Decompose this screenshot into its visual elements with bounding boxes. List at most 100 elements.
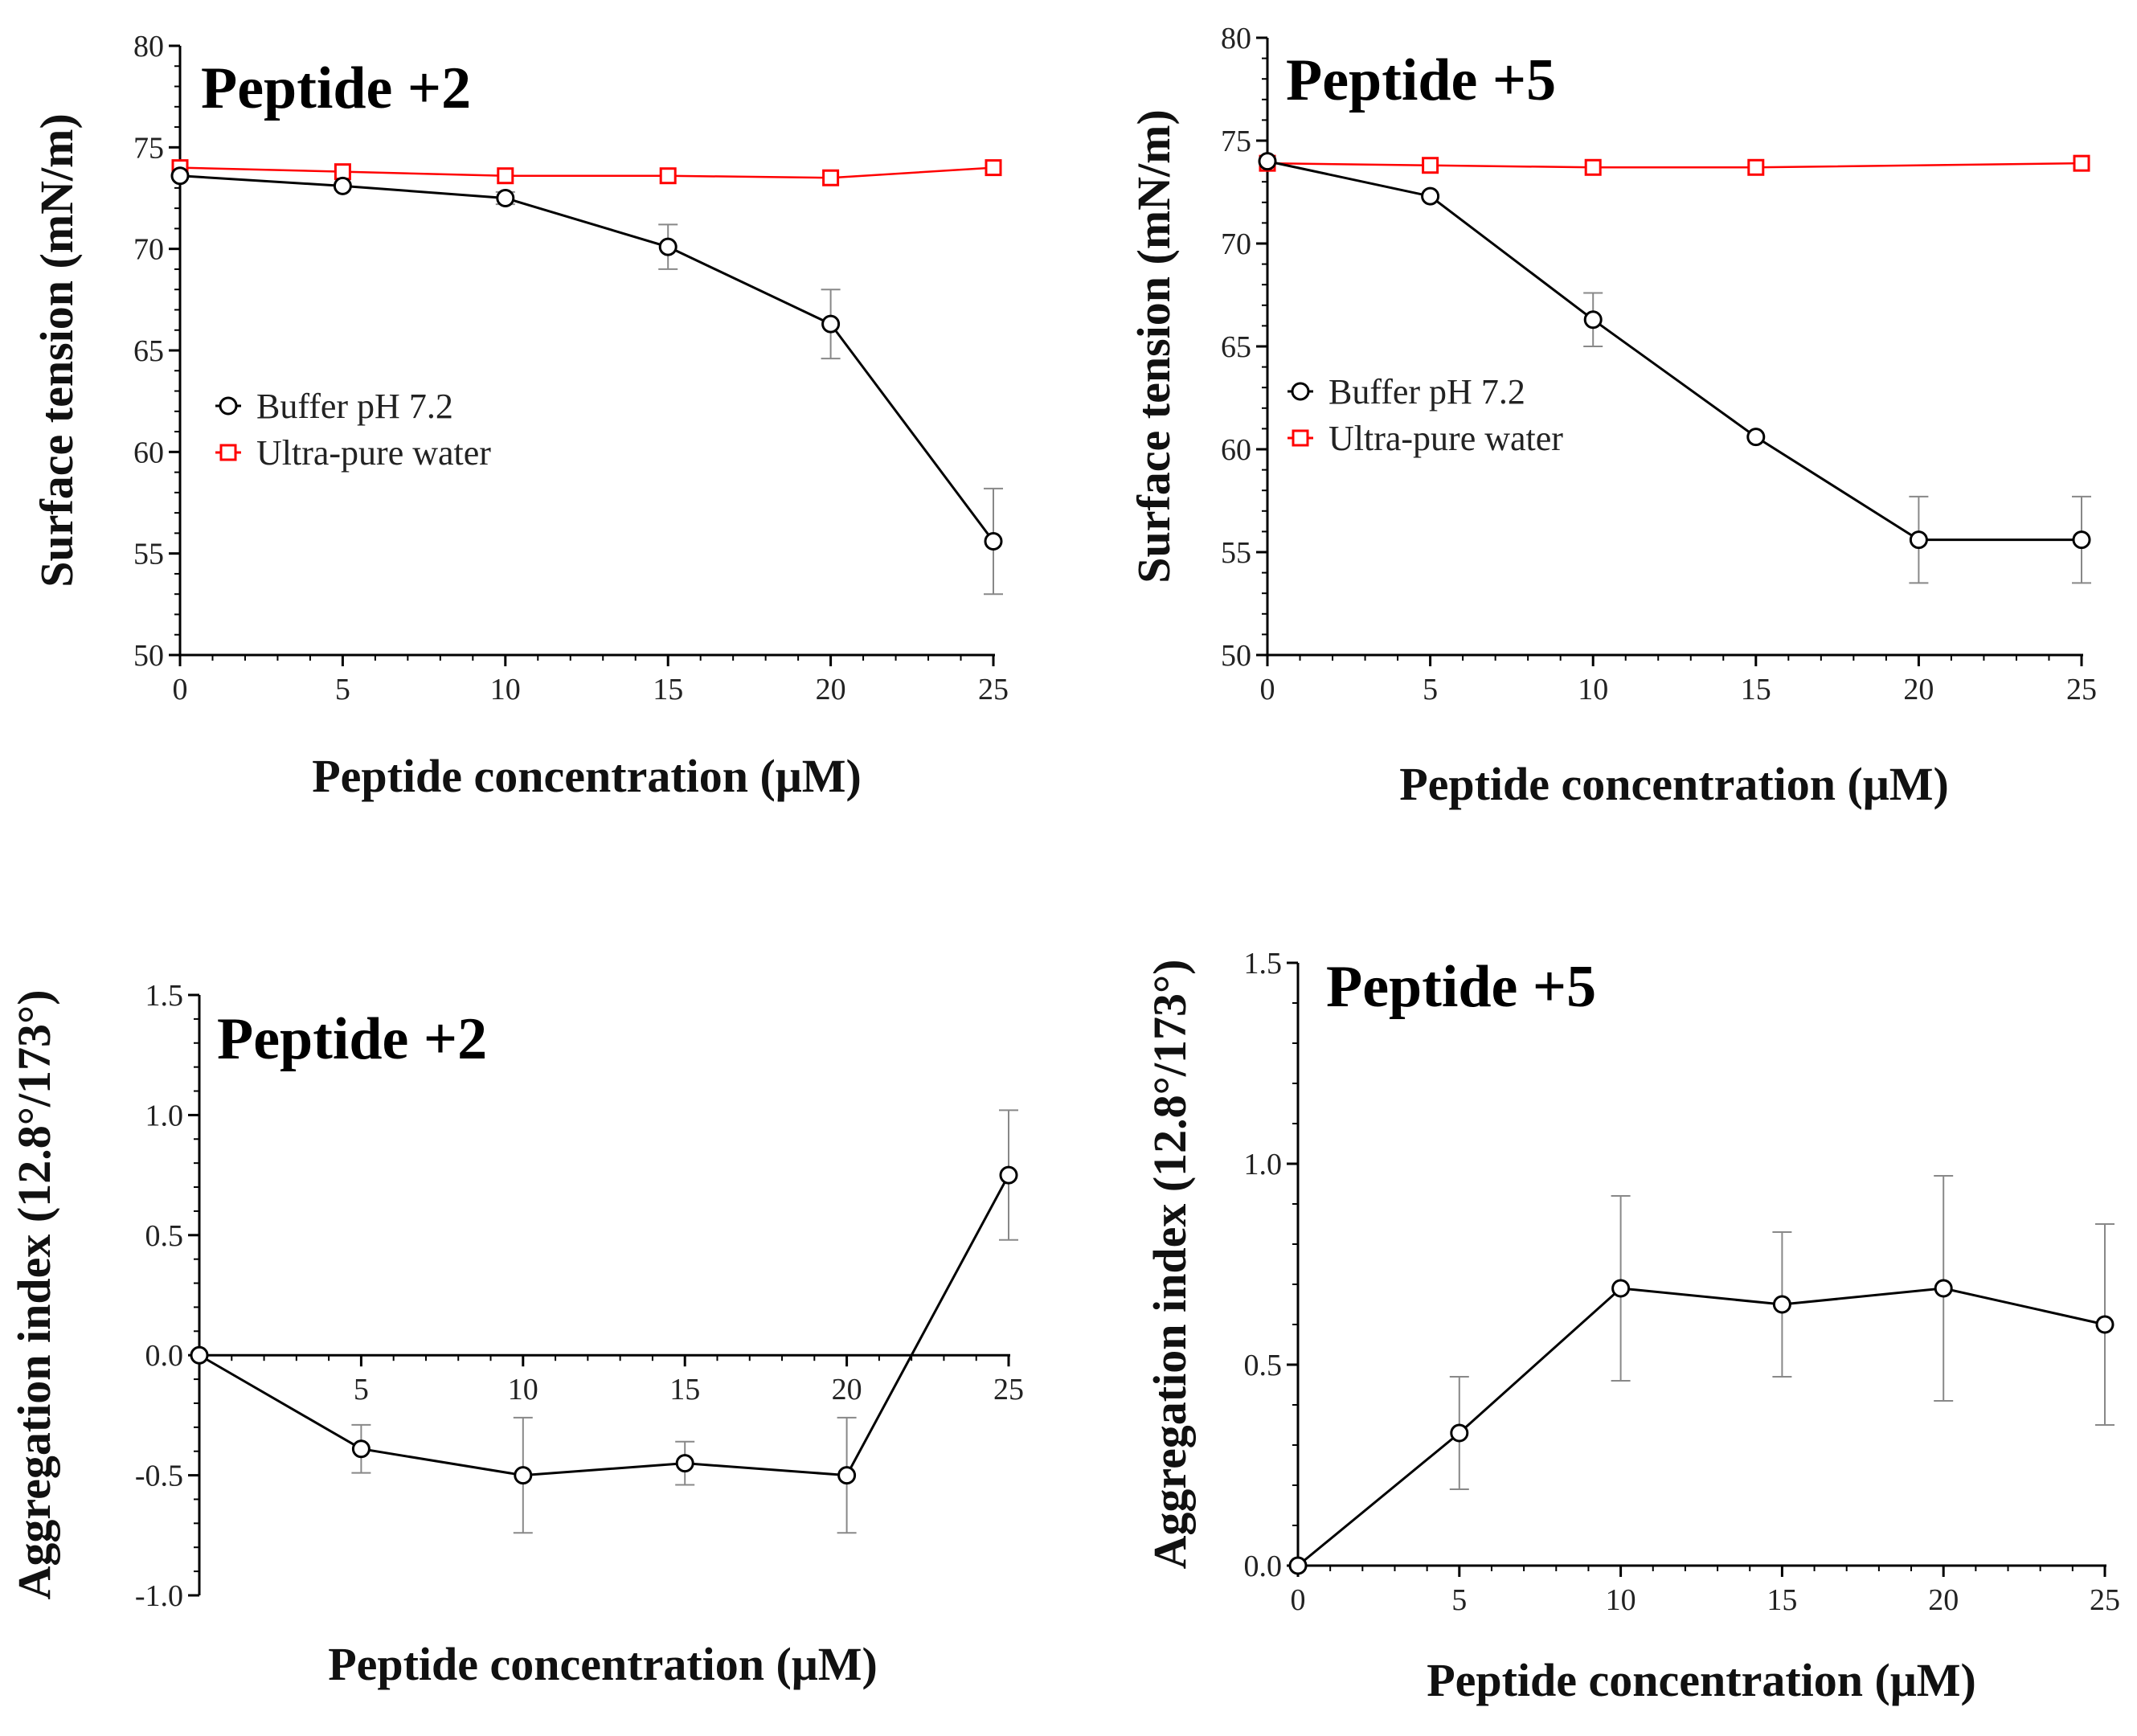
series-aggregation-index [1288, 1175, 2114, 1575]
y-tick-label: 75 [133, 131, 164, 165]
x-tick-label: 0 [1260, 673, 1275, 706]
data-point [333, 176, 352, 195]
data-point [1611, 1279, 1631, 1298]
data-point [1747, 158, 1765, 176]
x-axis-title: Peptide concentration (μM) [1399, 758, 1949, 810]
series-line [179, 166, 994, 179]
y-tick-label: 1.5 [145, 979, 184, 1013]
data-point [2072, 530, 2091, 550]
data-point [821, 314, 841, 334]
y-tick-label: 0.0 [1244, 1550, 1283, 1583]
x-tick-label: 5 [354, 1373, 369, 1406]
legend-marker [219, 444, 237, 461]
legend-marker [219, 396, 238, 416]
x-axis-title: Peptide concentration (μM) [1427, 1654, 1976, 1706]
series-line [1267, 160, 2082, 542]
y-tick-label: 70 [1221, 227, 1251, 261]
y-tick-label: 1.0 [1244, 1148, 1283, 1181]
data-point [658, 237, 678, 256]
data-point [1258, 152, 1277, 171]
data-point [1450, 1423, 1469, 1443]
x-tick-label: 25 [2066, 673, 2097, 706]
y-tick-label: 1.5 [1244, 947, 1283, 981]
y-tick-label: 70 [133, 233, 164, 267]
x-tick-label: 20 [832, 1373, 862, 1406]
x-axis-title: Peptide concentration (μM) [328, 1638, 878, 1690]
series-ultra-pure-water [1259, 154, 2090, 176]
data-point [837, 1466, 857, 1485]
series-line [1297, 1287, 2106, 1567]
chart-panel-4: 0.0 0.5 1.0 1.5 0 5 10 15 20 25 Aggregation index … [1144, 947, 2120, 1706]
chart-panel-3: -1.0 -0.5 0.0 0.5 1.0 1.5 5 10 15 20 25 Aggregation… [8, 979, 1024, 1690]
x-tick-label: 20 [1903, 673, 1934, 706]
y-tick-label: -0.5 [135, 1460, 183, 1493]
x-tick-label: 25 [2090, 1583, 2120, 1617]
x-tick-label: 15 [1741, 673, 1771, 706]
data-point [190, 1345, 209, 1365]
data-point [659, 167, 677, 185]
series-line [199, 1174, 1010, 1477]
data-point [999, 1165, 1018, 1185]
data-point [1746, 428, 1766, 447]
data-point [1421, 186, 1440, 206]
data-point [822, 169, 840, 186]
legend-marker [1292, 429, 1309, 447]
x-tick-label: 5 [1451, 1583, 1467, 1617]
chart-panel-2: 50 55 60 65 70 75 80 0 5 10 15 20 25 Surface tension … [1128, 22, 2097, 810]
data-point [496, 189, 515, 207]
data-point [1583, 310, 1603, 330]
y-tick-label: 80 [1221, 22, 1251, 55]
series-buffer-ph-7-2 [1258, 152, 2091, 584]
y-tick-label: 0.0 [145, 1339, 184, 1373]
legend-marker [1291, 382, 1310, 401]
chart-panel-1: 50 55 60 65 70 75 80 0 5 10 15 20 25 Surface tension … [31, 30, 1009, 802]
panel-title: Peptide +2 [217, 1006, 487, 1072]
panel-title: Peptide +5 [1286, 47, 1556, 113]
y-axis-title: Surface tension (mN/m) [31, 113, 83, 588]
x-tick-label: 15 [653, 673, 683, 706]
x-tick-label: 5 [1423, 673, 1438, 706]
x-tick-label: 25 [978, 673, 1009, 706]
data-point [497, 167, 514, 185]
x-tick-label: 25 [993, 1373, 1024, 1406]
legend-label: Buffer pH 7.2 [256, 387, 453, 426]
y-tick-label: 65 [1221, 330, 1251, 364]
y-tick-label: 50 [133, 639, 164, 673]
y-axis-title: Aggregation index (12.8°/173°) [1144, 959, 1196, 1569]
x-tick-label: 0 [173, 673, 188, 706]
data-point [984, 532, 1003, 551]
y-tick-label: 50 [1221, 639, 1251, 673]
panel-title: Peptide +2 [201, 55, 471, 121]
data-point [2095, 1315, 2114, 1334]
legend-label: Ultra-pure water [256, 433, 491, 473]
y-axis-title: Aggregation index (12.8°/173°) [8, 989, 60, 1599]
x-tick-label: 0 [1291, 1583, 1306, 1617]
y-tick-label: 55 [133, 538, 164, 571]
x-tick-label: 10 [1606, 1583, 1636, 1617]
x-tick-label: 10 [1578, 673, 1608, 706]
data-point [1584, 158, 1602, 176]
series-ultra-pure-water [171, 159, 1002, 186]
series-buffer-ph-7-2 [170, 166, 1003, 596]
x-tick-label: 10 [508, 1373, 538, 1406]
x-tick-label: 15 [669, 1373, 700, 1406]
legend-label: Buffer pH 7.2 [1328, 372, 1525, 411]
x-axis-title: Peptide concentration (μM) [312, 750, 862, 802]
y-tick-label: 65 [133, 334, 164, 368]
x-tick-label: 15 [1767, 1583, 1797, 1617]
data-point [2073, 154, 2090, 172]
legend: Buffer pH 7.2 Ultra-pure water [1288, 372, 1563, 458]
x-tick-label: 20 [816, 673, 846, 706]
x-tick-label: 5 [335, 673, 350, 706]
x-tick-label: 20 [1928, 1583, 1959, 1617]
data-point [1934, 1279, 1953, 1298]
data-point [514, 1466, 533, 1485]
data-point [170, 166, 190, 186]
series-aggregation-index [190, 1109, 1018, 1534]
data-point [351, 1439, 370, 1459]
y-tick-label: 60 [133, 436, 164, 469]
data-point [1909, 530, 1928, 550]
y-tick-label: 0.5 [145, 1219, 184, 1253]
data-point [985, 159, 1002, 177]
